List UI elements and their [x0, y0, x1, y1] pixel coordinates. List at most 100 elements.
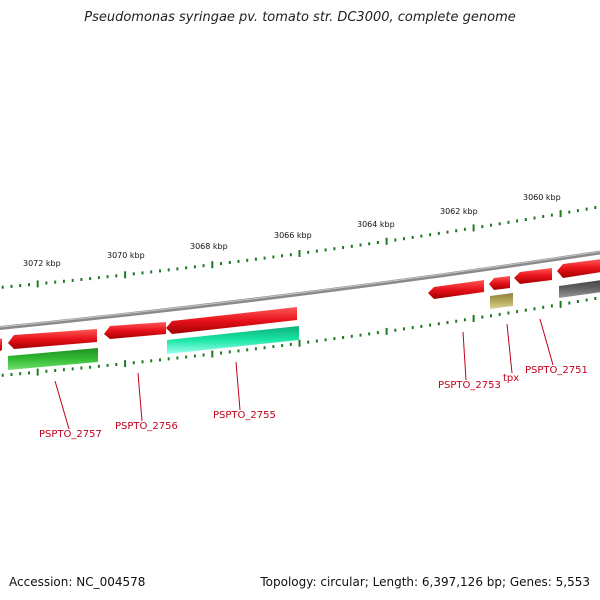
minor-tick — [237, 349, 240, 353]
minor-tick — [437, 231, 440, 235]
minor-tick — [516, 219, 519, 223]
minor-tick — [455, 319, 458, 323]
minor-tick — [359, 243, 362, 247]
major-tick — [298, 250, 301, 257]
gene-label-pspto-2753[interactable]: PSPTO_2753 — [438, 380, 501, 391]
minor-tick — [368, 332, 371, 336]
gene-label-pspto-2751[interactable]: PSPTO_2751 — [525, 365, 588, 376]
minor-tick — [1, 285, 4, 289]
minor-tick — [446, 321, 449, 324]
minor-tick — [202, 264, 205, 268]
minor-tick — [359, 333, 362, 337]
minor-tick — [228, 350, 231, 354]
minor-tick — [141, 360, 144, 364]
minor-tick — [10, 373, 13, 376]
minor-tick — [80, 278, 83, 281]
kbp-label-3062: 3062 kbp — [440, 207, 478, 216]
minor-tick — [333, 337, 336, 341]
major-tick — [36, 368, 39, 376]
minor-tick — [524, 308, 527, 312]
minor-tick — [350, 334, 353, 338]
minor-tick — [185, 266, 188, 270]
minor-tick — [594, 297, 597, 300]
minor-tick — [19, 284, 22, 288]
minor-tick — [71, 278, 74, 282]
minor-tick — [115, 274, 118, 278]
major-tick — [211, 350, 214, 358]
minor-tick — [481, 315, 484, 319]
minor-tick — [576, 209, 579, 213]
gene-label-tpx[interactable]: tpx — [503, 373, 519, 384]
gene-label-pspto-2757[interactable]: PSPTO_2757 — [39, 429, 102, 440]
leader-lines — [54, 318, 554, 430]
minor-tick — [585, 298, 588, 302]
minor-tick — [533, 307, 536, 311]
minor-tick — [132, 361, 135, 365]
minor-tick — [254, 347, 257, 351]
kbp-label-3060: 3060 kbp — [523, 193, 561, 202]
outer-tick-ring — [1, 206, 597, 289]
gene-label-pspto-2755[interactable]: PSPTO_2755 — [213, 410, 276, 421]
minor-tick — [246, 258, 249, 262]
major-tick — [472, 224, 475, 232]
minor-tick — [150, 359, 153, 363]
gene-olive-box[interactable] — [490, 293, 513, 309]
minor-tick — [315, 339, 318, 343]
gene-red-arrow[interactable] — [8, 329, 97, 349]
minor-tick — [80, 366, 83, 370]
minor-tick — [1, 373, 4, 377]
gene-red-arrow[interactable] — [0, 338, 2, 352]
kbp-label-3068: 3068 kbp — [190, 242, 228, 251]
minor-tick — [28, 371, 30, 375]
minor-tick — [141, 271, 144, 275]
minor-tick — [550, 304, 553, 308]
minor-tick — [542, 215, 545, 218]
minor-tick — [159, 269, 161, 273]
minor-tick — [106, 363, 109, 367]
gene-green-box[interactable] — [8, 348, 98, 370]
minor-tick — [289, 342, 292, 346]
minor-tick — [263, 346, 266, 350]
minor-tick — [342, 246, 345, 249]
gene-red-arrow[interactable] — [104, 322, 166, 339]
minor-tick — [220, 351, 222, 355]
minor-tick — [342, 336, 345, 339]
gene-red-arrow[interactable] — [514, 268, 552, 284]
minor-tick — [193, 265, 196, 269]
gene-red-arrow[interactable] — [489, 276, 510, 290]
minor-tick — [193, 354, 196, 358]
gene-cyan-box[interactable] — [167, 326, 299, 354]
minor-tick — [576, 300, 579, 303]
minor-tick — [498, 222, 501, 226]
gene-red-arrow[interactable] — [428, 280, 484, 299]
minor-tick — [376, 241, 379, 244]
minor-tick — [368, 242, 371, 246]
minor-tick — [71, 367, 74, 371]
minor-tick — [420, 324, 423, 328]
gene-label-pspto-2756[interactable]: PSPTO_2756 — [115, 421, 178, 432]
minor-tick — [429, 323, 432, 327]
minor-tick — [106, 275, 109, 279]
inner-tick-ring — [1, 297, 597, 377]
gene-red-arrow[interactable] — [557, 259, 600, 278]
minor-tick — [394, 238, 397, 242]
minor-tick — [62, 279, 65, 283]
minor-tick — [429, 233, 432, 237]
minor-tick — [54, 280, 57, 284]
gene-red-arrow[interactable] — [166, 307, 297, 334]
minor-tick — [376, 331, 379, 335]
minor-tick — [594, 206, 597, 209]
major-tick — [36, 280, 39, 288]
gene-gray-box[interactable] — [559, 280, 600, 298]
minor-tick — [220, 262, 222, 266]
minor-tick — [132, 272, 135, 276]
minor-tick — [176, 267, 179, 271]
minor-tick — [411, 235, 414, 239]
minor-tick — [254, 257, 257, 261]
minor-tick — [481, 225, 484, 229]
minor-tick — [272, 255, 275, 259]
minor-tick — [403, 327, 405, 331]
kbp-label-3064: 3064 kbp — [357, 220, 395, 229]
minor-tick — [516, 310, 519, 314]
